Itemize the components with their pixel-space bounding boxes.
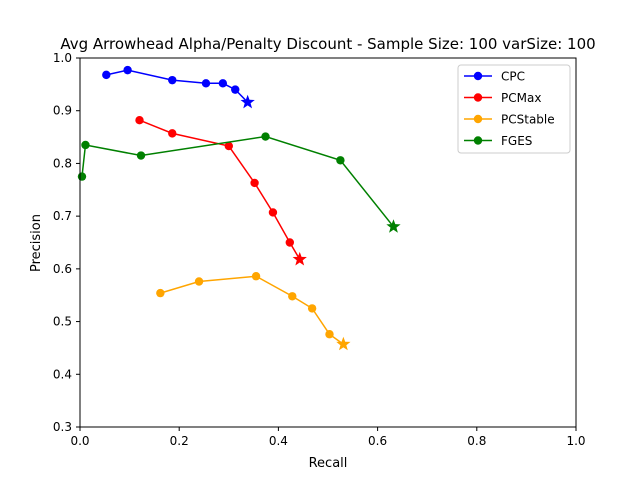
x-tick-label: 0.8 xyxy=(467,434,486,448)
data-point xyxy=(168,75,177,85)
y-tick-label: 0.8 xyxy=(53,156,72,170)
data-point xyxy=(251,272,261,281)
data-point xyxy=(325,330,334,339)
y-axis-label: Precision xyxy=(29,214,44,272)
data-point xyxy=(168,129,177,138)
x-tick-label: 0.6 xyxy=(368,434,387,448)
legend-label: FGES xyxy=(501,134,532,148)
final-point-star xyxy=(336,336,351,351)
data-point xyxy=(261,132,270,141)
x-tick-label: 0.0 xyxy=(70,434,89,448)
legend-box xyxy=(457,64,571,154)
series-line xyxy=(81,135,395,228)
legend-item-fges: FGES xyxy=(464,134,532,148)
series-line xyxy=(160,275,344,345)
y-tick-label: 0.4 xyxy=(53,367,72,381)
series-line xyxy=(106,69,249,103)
legend-label: CPC xyxy=(501,70,525,84)
legend-item-pcmax: PCMax xyxy=(464,91,541,105)
legend-marker xyxy=(473,93,483,102)
x-axis-label: Recall xyxy=(309,456,348,471)
data-point xyxy=(194,277,204,286)
data-point xyxy=(102,70,111,80)
plot-area xyxy=(77,65,401,351)
legend: CPC PCMax PCStable FGES xyxy=(457,64,571,154)
legend-marker xyxy=(473,114,483,124)
series-line xyxy=(139,119,301,260)
chart-title: Avg Arrowhead Alpha/Penalty Discount - S… xyxy=(60,35,595,53)
y-tick-label: 0.9 xyxy=(53,104,72,118)
legend-label: PCStable xyxy=(501,113,555,127)
legend-label: PCMax xyxy=(501,91,541,105)
legend-item-cpc: CPC xyxy=(464,70,525,84)
data-point xyxy=(156,288,165,298)
data-point xyxy=(123,65,132,75)
data-point xyxy=(250,178,259,188)
legend-marker xyxy=(473,136,483,145)
data-point xyxy=(218,79,228,88)
series-cpc xyxy=(102,65,255,109)
axes-frame xyxy=(79,57,577,428)
final-point-star xyxy=(386,219,401,233)
data-point xyxy=(136,151,146,160)
data-point xyxy=(268,208,278,217)
data-point xyxy=(288,292,297,301)
x-tick-label: 0.2 xyxy=(170,434,189,448)
data-point xyxy=(81,140,90,150)
axes: 0.0 0.2 0.4 0.6 0.8 1.0 0.3 0.4 0.5 0.6 0.7 0.8 0.9 1… xyxy=(53,51,586,448)
series-pcmax xyxy=(135,116,307,266)
final-point-star xyxy=(240,94,255,109)
legend-marker xyxy=(473,71,483,81)
series-pcstable xyxy=(156,272,351,351)
data-point xyxy=(231,85,240,94)
data-point xyxy=(285,238,295,247)
series-fges xyxy=(77,132,401,233)
x-tick-label: 1.0 xyxy=(566,434,585,448)
data-point xyxy=(336,156,345,165)
y-tick-label: 0.6 xyxy=(53,262,72,276)
y-tick-label: 0.7 xyxy=(53,209,72,223)
data-point xyxy=(307,304,317,313)
data-point xyxy=(135,116,144,125)
y-tick-label: 0.5 xyxy=(53,315,72,329)
data-point xyxy=(77,172,87,181)
data-point xyxy=(201,79,211,88)
y-tick-label: 0.3 xyxy=(53,420,72,434)
y-tick-label: 1.0 xyxy=(53,51,72,65)
final-point-star xyxy=(292,251,307,266)
legend-item-pcstable: PCStable xyxy=(464,113,555,127)
x-tick-label: 0.4 xyxy=(269,434,288,448)
data-point xyxy=(224,141,233,151)
